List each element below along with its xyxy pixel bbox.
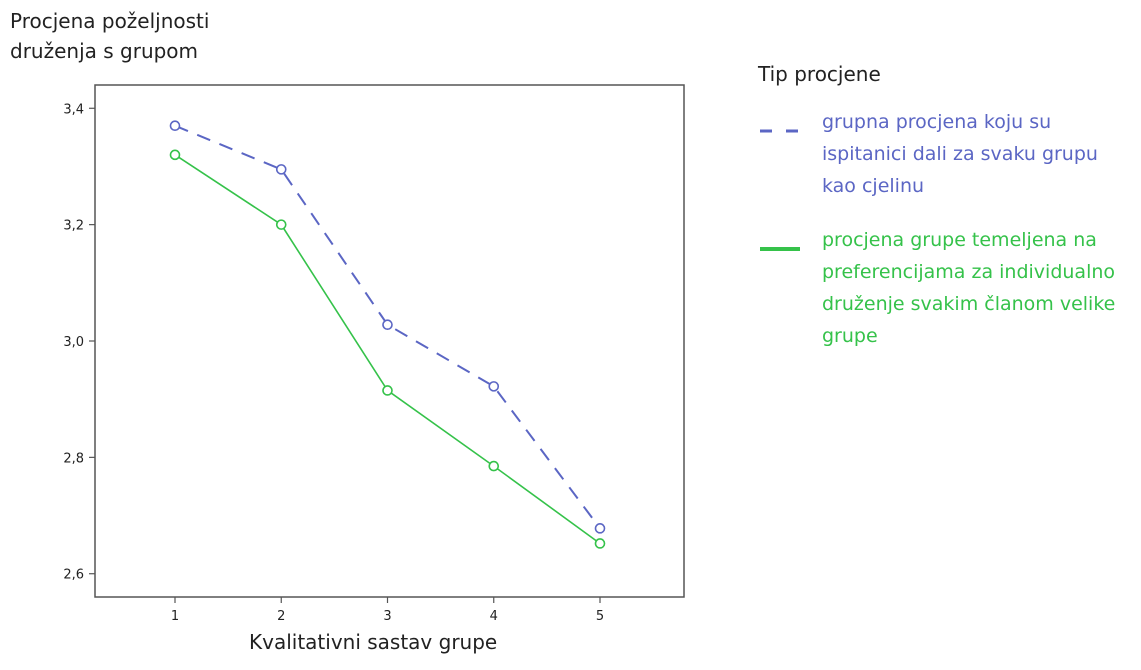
plot-frame bbox=[94, 84, 685, 598]
series-line-0 bbox=[174, 124, 601, 529]
series-0-point-0 bbox=[169, 120, 181, 132]
y-axis-label-line-1: Procjena poželjnosti bbox=[10, 9, 210, 33]
legend-label-individual-based-estimate: procjena grupe temeljena na preferencija… bbox=[822, 229, 1116, 347]
y-axis-label-line-2: druženja s grupom bbox=[10, 39, 199, 63]
x-tick-label-1: 2 bbox=[277, 609, 285, 624]
series-1-point-2 bbox=[382, 385, 393, 396]
series-0-point-1 bbox=[275, 164, 287, 175]
legend-swatch-dashed-line bbox=[760, 129, 806, 133]
series-1-point-3 bbox=[488, 460, 500, 472]
y-axis-label: Procjena poželjnosti druženja s grupom bbox=[10, 6, 209, 66]
legend-entry-group-estimate: grupna procjena koju su ispitanici dali … bbox=[758, 106, 1138, 202]
series-0-point-2 bbox=[382, 319, 393, 331]
legend-label-group-estimate: grupna procjena koju su ispitanici dali … bbox=[822, 111, 1098, 197]
legend-swatch-solid-line bbox=[760, 247, 800, 251]
series-0-point-4 bbox=[594, 523, 606, 534]
legend: Tip procjene grupna procjena koju su isp… bbox=[758, 62, 1138, 374]
series-1-point-4 bbox=[594, 538, 606, 549]
y-tick-label-1: 2,8 bbox=[63, 451, 84, 466]
series-0-point-3 bbox=[488, 381, 500, 392]
series-1-point-0 bbox=[169, 149, 181, 161]
axes: 2,6 2,8 3,0 3,2 3,4 1 2 3 4 5 bbox=[63, 102, 604, 624]
y-tick-label-4: 3,4 bbox=[63, 102, 84, 117]
series-1-point-1 bbox=[275, 219, 287, 230]
x-tick-label-4: 5 bbox=[596, 609, 604, 624]
y-tick-label-3: 3,2 bbox=[63, 219, 84, 234]
y-tick-label-0: 2,6 bbox=[63, 568, 84, 583]
x-tick-label-0: 1 bbox=[171, 609, 179, 624]
x-tick-label-2: 3 bbox=[383, 609, 391, 624]
x-tick-label-3: 4 bbox=[490, 609, 498, 624]
series-layer bbox=[169, 120, 606, 549]
x-axis-label: Kvalitativni sastav grupe bbox=[249, 630, 498, 654]
y-tick-label-2: 3,0 bbox=[63, 335, 84, 350]
legend-entry-individual-based-estimate: procjena grupe temeljena na preferencija… bbox=[758, 224, 1138, 352]
legend-title: Tip procjene bbox=[758, 62, 881, 86]
